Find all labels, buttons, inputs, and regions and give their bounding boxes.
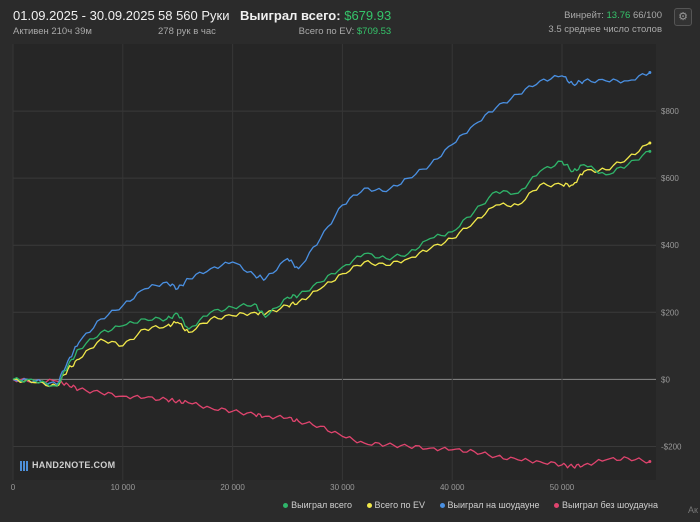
- plot-area: [13, 44, 656, 480]
- ev-total-value: $709.53: [356, 26, 392, 37]
- won-total: Выиграл всего: $679.93: [240, 8, 391, 23]
- winrate-suffix: 66/100: [632, 10, 662, 21]
- hand2note-logo: HAND2NOTE.COM: [20, 460, 115, 471]
- y-tick-label: $400: [661, 241, 679, 250]
- date-range[interactable]: 01.09.2025 - 30.09.2025: [13, 8, 155, 23]
- legend-item-non-showdown[interactable]: Выиграл без шоудауна: [554, 500, 658, 510]
- legend-item-won[interactable]: Выиграл всего: [283, 500, 352, 510]
- y-tick-label: $0: [661, 375, 670, 384]
- x-tick-label: 40 000: [440, 483, 465, 492]
- ev-total-label: Всего по EV:: [298, 26, 355, 37]
- logo-icon: [20, 460, 28, 471]
- ev-total: Всего по EV: $709.53: [240, 26, 392, 37]
- legend-label-non-showdown: Выиграл без шоудауна: [562, 500, 658, 510]
- legend-item-showdown[interactable]: Выиграл на шоудауне: [439, 500, 540, 510]
- legend-dot-showdown: [439, 503, 445, 509]
- series-line: [12, 377, 651, 469]
- won-total-label: Выиграл всего:: [240, 8, 341, 23]
- hands-block: 58 560 Руки 278 рук в час: [158, 8, 230, 37]
- watermark-text: HAND2NOTE.COM: [32, 460, 116, 470]
- legend-dot-ev: [366, 503, 372, 509]
- x-tick-label: 50 000: [550, 483, 575, 492]
- won-block: Выиграл всего: $679.93 Всего по EV: $709…: [240, 8, 391, 37]
- legend-label-won: Выиграл всего: [291, 500, 352, 510]
- x-tick-label: 20 000: [220, 483, 245, 492]
- series-line: [12, 142, 651, 388]
- legend-item-ev[interactable]: Всего по EV: [366, 500, 425, 510]
- gear-icon[interactable]: ⚙: [674, 8, 692, 26]
- legend-label-ev: Всего по EV: [374, 500, 425, 510]
- y-tick-label: $200: [661, 308, 679, 317]
- series-end-point: [648, 141, 652, 145]
- y-tick-label: $600: [661, 174, 679, 183]
- chart-legend: Выиграл всего Всего по EV Выиграл на шоу…: [271, 500, 658, 510]
- series-end-point: [648, 460, 652, 464]
- legend-label-showdown: Выиграл на шоудауне: [447, 500, 540, 510]
- winrate-block: Винрейт: 13.76 66/100 3.5 среднее число …: [548, 8, 662, 35]
- hands-count: 58 560 Руки: [158, 8, 230, 23]
- x-tick-label: 10 000: [111, 483, 136, 492]
- series-end-point: [648, 149, 652, 153]
- legend-dot-non-showdown: [554, 503, 559, 509]
- winrate-label: Винрейт:: [564, 10, 604, 21]
- stats-header: 01.09.2025 - 30.09.2025 Активен 210ч 39м…: [0, 0, 700, 42]
- won-total-value: $679.93: [344, 8, 392, 23]
- series-line: [12, 71, 651, 386]
- series-end-point: [648, 71, 652, 75]
- active-time: Активен 210ч 39м: [13, 26, 92, 37]
- series-line: [12, 150, 650, 388]
- winrate: Винрейт: 13.76 66/100: [548, 10, 662, 21]
- x-tick-label: 0: [11, 483, 16, 492]
- x-tick-label: 30 000: [330, 483, 355, 492]
- hands-per-hour: 278 рук в час: [158, 26, 216, 37]
- winrate-value: 13.76: [606, 10, 631, 21]
- corner-text: Ак: [688, 505, 698, 515]
- avg-tables: 3.5 среднее число столов: [548, 24, 662, 35]
- legend-dot-won: [283, 503, 289, 509]
- y-tick-label: -$200: [661, 442, 682, 451]
- date-block: 01.09.2025 - 30.09.2025 Активен 210ч 39м: [13, 8, 155, 37]
- y-tick-label: $800: [661, 107, 679, 116]
